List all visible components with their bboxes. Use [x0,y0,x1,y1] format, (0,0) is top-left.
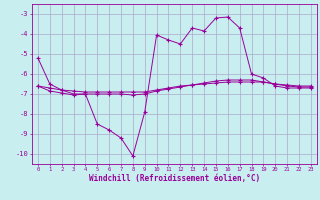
X-axis label: Windchill (Refroidissement éolien,°C): Windchill (Refroidissement éolien,°C) [89,174,260,183]
